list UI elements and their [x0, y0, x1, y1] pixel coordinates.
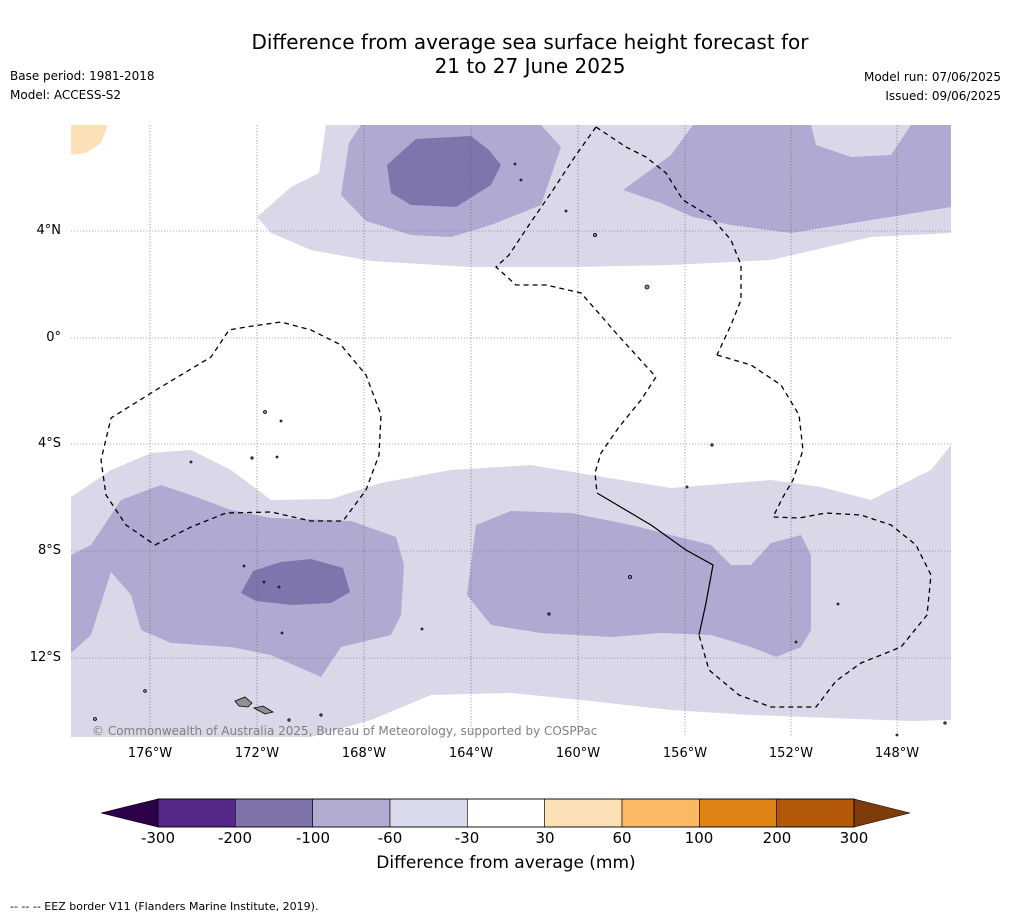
colorbar-max-extend	[853, 798, 911, 828]
map-panel	[71, 125, 951, 737]
colorbar-segment-3	[312, 798, 391, 828]
issued-date: Issued: 09/06/2025	[885, 89, 1001, 103]
lon-label-168w: 168°W	[341, 746, 387, 761]
colorbar-segment-8	[699, 798, 777, 828]
colorbar-tick-1: -300	[140, 829, 176, 847]
meta-right: Model run: 07/06/2025 Issued: 09/06/2025	[864, 68, 1001, 106]
lon-label-152w: 152°W	[768, 746, 814, 761]
colorbar-tick-7: 60	[612, 829, 632, 847]
colorbar-min-extend	[100, 798, 159, 828]
colorbar-tick-3: -100	[295, 829, 331, 847]
eez-borders	[100, 126, 932, 708]
colorbar-tick-2: -200	[217, 829, 253, 847]
colorbar-tick-6: 30	[535, 829, 555, 847]
lon-label-164w: 164°W	[448, 746, 494, 761]
lat-label-4s: 4°S	[37, 436, 61, 451]
island-samoa-2	[252, 705, 275, 715]
anomaly-mid-south-right	[467, 511, 811, 657]
colorbar-segment-5	[467, 798, 545, 828]
copyright-notice: © Commonwealth of Australia 2025, Bureau…	[92, 724, 598, 738]
lat-label-12s: 12°S	[29, 650, 61, 665]
colorbar	[100, 798, 911, 828]
eez-kiribati-line	[595, 126, 742, 356]
colorbar-segment-7	[621, 798, 700, 828]
map-svg	[71, 125, 951, 737]
colorbar-segment-9	[776, 798, 855, 828]
anomaly-mid-south-left	[71, 485, 404, 677]
colorbar-tick-4: -60	[377, 829, 403, 847]
eez-footnote: -- -- -- EEZ border V11 (Flanders Marine…	[10, 900, 319, 913]
anomaly-dark-south	[241, 559, 350, 605]
eez-french-polynesia	[698, 354, 932, 708]
lon-label-172w: 172°W	[234, 746, 280, 761]
meta-left: Base period: 1981-2018 Model: ACCESS-S2	[10, 67, 155, 105]
lon-label-148w: 148°W	[874, 746, 920, 761]
lat-label-0: 0°	[46, 330, 61, 345]
title-line-1: Difference from average sea surface heig…	[251, 30, 809, 54]
colorbar-segment-6	[544, 798, 623, 828]
colorbar-tick-10: 300	[839, 829, 869, 847]
colorbar-segment-4	[389, 798, 468, 828]
model-run: Model run: 07/06/2025	[863, 70, 1001, 84]
colorbar-tick-8: 100	[684, 829, 714, 847]
islands	[93, 162, 947, 737]
lon-label-160w: 160°W	[555, 746, 601, 761]
chart-title: Difference from average sea surface heig…	[180, 30, 880, 78]
lat-label-8s: 8°S	[37, 543, 61, 558]
lat-label-4n: 4°N	[36, 223, 62, 238]
graticule	[71, 125, 951, 737]
colorbar-label: Difference from average (mm)	[376, 853, 636, 873]
anomaly-dark-north	[387, 136, 501, 207]
island-samoa-1	[234, 696, 253, 708]
base-period: Base period: 1981-2018	[10, 69, 155, 83]
anomaly-light-north-inner	[811, 125, 911, 157]
colorbar-tick-9: 200	[762, 829, 792, 847]
title-line-2: 21 to 27 June 2025	[434, 54, 626, 78]
colorbar-tick-5: -30	[454, 829, 480, 847]
eez-kiribati-west	[495, 126, 657, 494]
lon-label-176w: 176°W	[127, 746, 173, 761]
eez-solid-border	[596, 492, 714, 636]
anomaly-orange-patch	[71, 125, 108, 155]
lon-label-156w: 156°W	[662, 746, 708, 761]
model-name: Model: ACCESS-S2	[10, 88, 122, 102]
colorbar-segment-2	[235, 798, 313, 828]
colorbar-segment-1	[157, 798, 236, 828]
